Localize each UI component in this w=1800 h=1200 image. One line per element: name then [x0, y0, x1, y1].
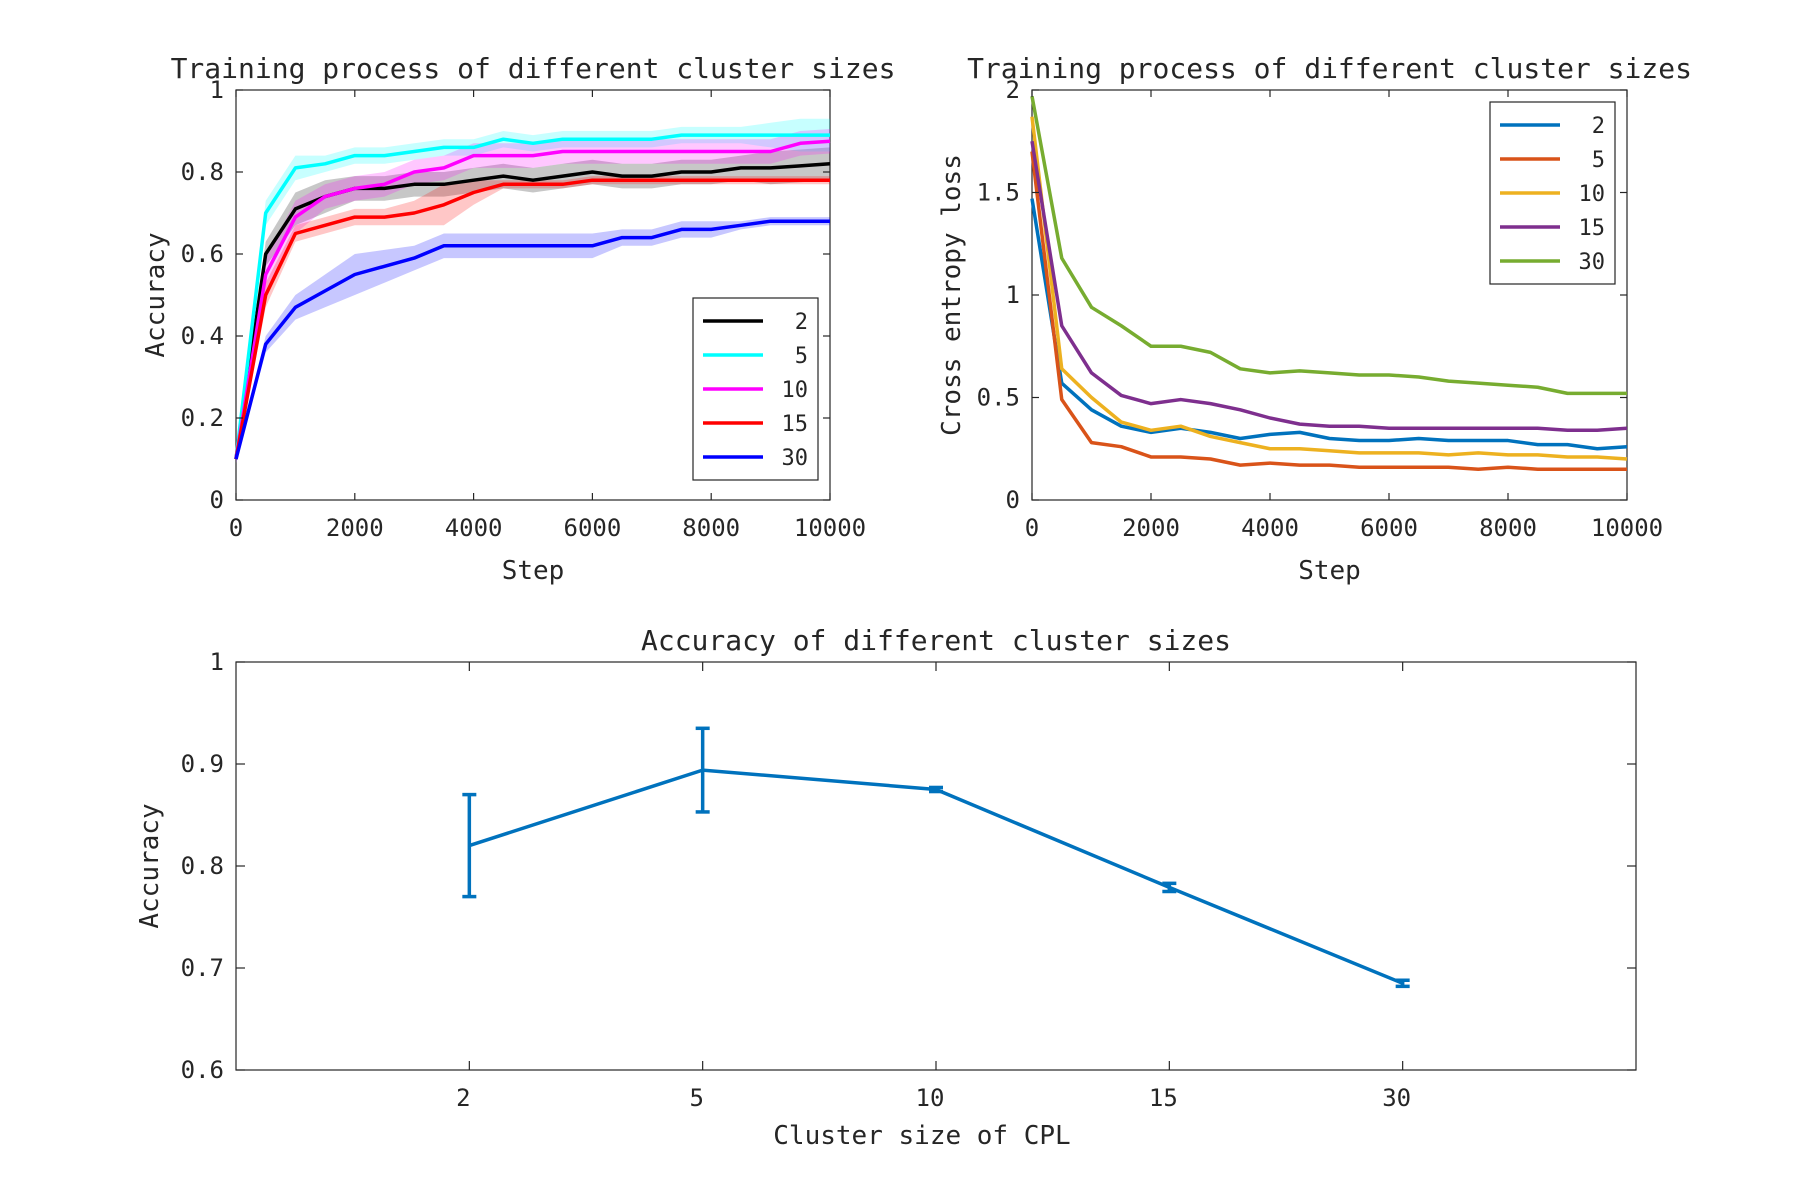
- x-tick-label: 2: [456, 1084, 470, 1112]
- line-series-5: [234, 133, 830, 460]
- chart-title: Accuracy of different cluster sizes: [641, 624, 1231, 657]
- legend: 2 5 10 15 30: [692, 297, 819, 481]
- x-tick-label: 4000: [445, 514, 503, 542]
- x-tick-label: 2000: [326, 514, 384, 542]
- loss-training-chart: 0 2000 4000 6000 8000 1000000.511.52Training …: [937, 52, 1692, 586]
- line-series-15: [1030, 140, 1628, 433]
- y-tick-label: 1: [210, 648, 224, 676]
- legend-label: 30: [782, 446, 809, 471]
- y-tick-label: 0.5: [977, 384, 1020, 412]
- x-tick-label: 0: [229, 514, 243, 542]
- y-tick-label: 0.7: [181, 954, 224, 982]
- plot-area: [235, 661, 1637, 1071]
- error-bar-2: [462, 792, 477, 899]
- legend-label: 2: [795, 310, 808, 335]
- line-series-10: [234, 139, 831, 460]
- y-tick-label: 1: [1006, 281, 1020, 309]
- accuracy-by-cluster-chart: 2 5 10 15 30 0.6 0.7 0.8 0.9 1 Accuracy of differe…: [135, 624, 1637, 1151]
- x-tick-label: 5: [689, 1084, 703, 1112]
- x-tick-label: 10000: [794, 514, 866, 542]
- line-series-5: [1030, 151, 1627, 471]
- legend-label: 15: [1579, 216, 1606, 241]
- line-series-15: [234, 178, 830, 460]
- error-bar-30: [1395, 978, 1410, 989]
- y-tick-label: 2: [1006, 76, 1020, 104]
- x-tick-label: 6000: [564, 514, 622, 542]
- x-tick-label: 8000: [1479, 514, 1537, 542]
- legend-label: 2: [1592, 114, 1605, 139]
- legend-label: 10: [1579, 182, 1606, 207]
- x-axis-label: Cluster size of CPL: [773, 1121, 1070, 1151]
- band-series-30: [236, 217, 830, 464]
- x-tick-label: 15: [1149, 1084, 1178, 1112]
- y-tick-label: 0.8: [181, 158, 224, 186]
- x-axis-label: Step: [1298, 556, 1361, 586]
- chart-title: Training process of different cluster si…: [967, 52, 1692, 85]
- error-bar-10: [929, 785, 943, 794]
- line-series-30: [1030, 95, 1627, 396]
- y-tick-label: 1.5: [977, 179, 1020, 207]
- x-tick-label: 4000: [1241, 514, 1299, 542]
- y-tick-label: 1: [210, 76, 224, 104]
- y-tick-label: 0.2: [181, 404, 224, 432]
- legend-label: 30: [1579, 250, 1606, 275]
- line-series-10: [1030, 116, 1628, 461]
- x-tick-label: 2000: [1122, 514, 1180, 542]
- legend: 2 5 10 15 30: [1489, 101, 1616, 285]
- y-tick-label: 0: [1006, 486, 1020, 514]
- x-tick-label: 30: [1382, 1084, 1411, 1112]
- y-tick-label: 0.6: [181, 240, 224, 268]
- x-tick-label: 10: [916, 1084, 945, 1112]
- y-axis-label: Cross entropy loss: [937, 154, 967, 436]
- x-tick-label: 8000: [682, 514, 740, 542]
- line-series-2: [1030, 198, 1628, 451]
- y-axis-label: Accuracy: [141, 232, 171, 357]
- legend-label: 15: [782, 412, 809, 437]
- band-series-10: [236, 128, 830, 464]
- y-tick-label: 0.8: [181, 852, 224, 880]
- y-axis-label: Accuracy: [135, 803, 165, 928]
- x-tick-label: 0: [1025, 514, 1039, 542]
- error-bar-15: [1162, 881, 1177, 894]
- x-axis-label: Step: [502, 556, 565, 586]
- x-tick-label: 6000: [1360, 514, 1418, 542]
- legend-label: 10: [782, 378, 809, 403]
- legend-label: 5: [1592, 148, 1605, 173]
- chart-title: Training process of different cluster si…: [171, 52, 896, 85]
- x-tick-label: 10000: [1591, 514, 1663, 542]
- y-tick-label: 0.6: [181, 1056, 224, 1084]
- y-tick-label: 0: [210, 486, 224, 514]
- error-bar-5: [695, 726, 710, 814]
- accuracy-training-chart: 0 2000 4000 6000 8000 10000 0 0.2 0.4 0.6 0.8 1Trai…: [141, 52, 895, 586]
- y-tick-label: 0.4: [181, 322, 224, 350]
- y-tick-label: 0.9: [181, 750, 224, 778]
- line-series-30: [234, 219, 830, 460]
- legend-label: 5: [795, 344, 808, 369]
